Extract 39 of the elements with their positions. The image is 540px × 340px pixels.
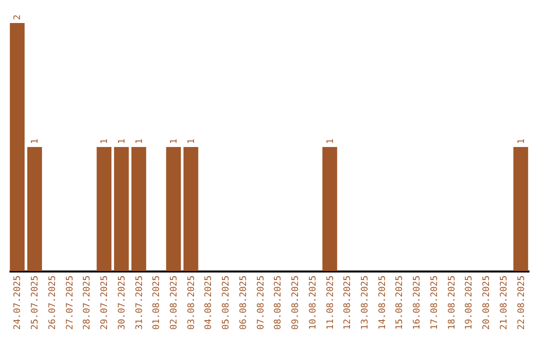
x-tick-label: 10.08.2025 — [308, 276, 318, 330]
data-label: 1 — [516, 138, 527, 144]
x-tick-label: 29.07.2025 — [100, 276, 110, 330]
x-tick-label: 21.08.2025 — [499, 276, 510, 330]
x-tick-label: 22.08.2025 — [516, 276, 527, 330]
x-tick-label: 19.08.2025 — [464, 276, 475, 330]
x-tick-label: 04.08.2025 — [204, 276, 214, 330]
x-tick-label: 30.07.2025 — [117, 276, 128, 330]
data-label: 1 — [326, 138, 336, 144]
data-label: 1 — [134, 138, 145, 144]
data-label: 1 — [30, 138, 41, 144]
x-tick-label: 11.08.2025 — [326, 276, 336, 330]
data-label: 1 — [117, 138, 128, 144]
x-tick-label: 28.07.2025 — [82, 276, 93, 330]
data-label: 1 — [100, 138, 110, 144]
x-tick-label: 12.08.2025 — [343, 276, 354, 330]
x-tick-label: 14.08.2025 — [378, 276, 388, 330]
x-tick-label: 20.08.2025 — [482, 276, 492, 330]
x-tick-label: 06.08.2025 — [238, 276, 249, 330]
x-tick-label: 31.07.2025 — [134, 276, 145, 330]
x-tick-label: 25.07.2025 — [30, 276, 41, 330]
x-tick-label: 05.08.2025 — [222, 276, 232, 330]
x-tick-label: 18.08.2025 — [447, 276, 458, 330]
x-tick-label: 09.08.2025 — [291, 276, 302, 330]
x-tick-label: 02.08.2025 — [170, 276, 180, 330]
data-label: 1 — [186, 138, 197, 144]
x-tick-label: 13.08.2025 — [360, 276, 370, 330]
x-tick-label: 07.08.2025 — [256, 276, 266, 330]
x-tick-label: 17.08.2025 — [430, 276, 440, 330]
x-tick-label: 26.07.2025 — [48, 276, 58, 330]
x-tick-label: 03.08.2025 — [186, 276, 197, 330]
x-tick-label: 08.08.2025 — [274, 276, 284, 330]
data-label: 1 — [170, 138, 180, 144]
data-label: 2 — [13, 14, 24, 20]
x-tick-label: 16.08.2025 — [412, 276, 423, 330]
x-tick-label: 01.08.2025 — [152, 276, 162, 330]
x-tick-label: 24.07.2025 — [13, 276, 24, 330]
x-tick-label: 27.07.2025 — [65, 276, 76, 330]
x-tick-label: 15.08.2025 — [395, 276, 406, 330]
